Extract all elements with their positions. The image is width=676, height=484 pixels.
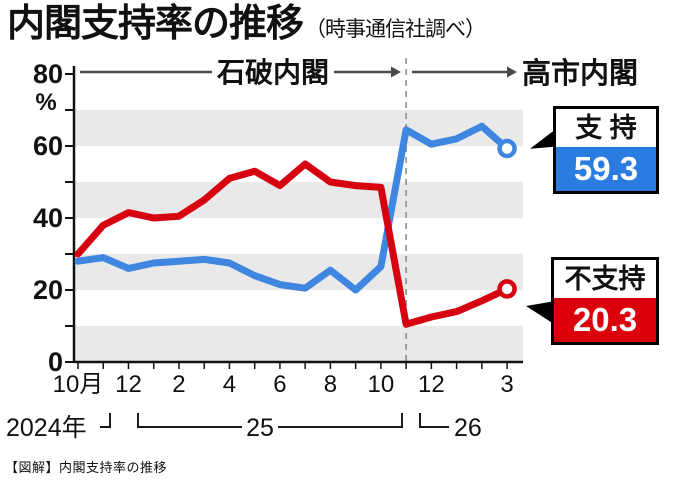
- support-label: 支 持: [556, 109, 656, 147]
- svg-text:12: 12: [418, 371, 445, 398]
- page-title: 内閣支持率の推移: [7, 3, 304, 45]
- svg-text:60: 60: [33, 131, 63, 161]
- svg-text:80: 80: [33, 59, 63, 89]
- support-endpoint-marker: [497, 138, 517, 159]
- svg-text:10月: 10月: [53, 371, 104, 398]
- opposition-value: 20.3: [554, 298, 656, 342]
- opposition-line: [74, 160, 517, 328]
- year-brackets: 2024年 25 26: [6, 413, 482, 442]
- y-axis: 80 60 40 20 0%: [33, 59, 76, 377]
- svg-text:3: 3: [500, 371, 513, 398]
- chart-header: 内閣支持率の推移 （時事通信社調べ）: [7, 2, 486, 48]
- callout-opposition: 不支持 20.3: [526, 257, 659, 345]
- support-value: 59.3: [556, 147, 656, 191]
- era-label-ishiba: 石破内閣: [216, 57, 329, 88]
- year-label-26: 26: [454, 414, 482, 442]
- svg-text:40: 40: [33, 203, 63, 233]
- era-label-takaichi: 高市内閣: [522, 56, 638, 90]
- x-axis: 10月 12 2 4 6 8 10 12 3: [53, 360, 523, 398]
- svg-text:4: 4: [223, 371, 236, 398]
- page-subtitle: （時事通信社調べ）: [305, 18, 486, 41]
- svg-text:8: 8: [324, 371, 337, 398]
- callout-support: 支 持 59.3: [530, 106, 659, 194]
- svg-text:12: 12: [115, 371, 142, 398]
- era-arrows: 石破内閣 高市内閣: [80, 56, 638, 90]
- svg-text:2: 2: [172, 371, 185, 398]
- opposition-label: 不支持: [554, 260, 656, 298]
- opposition-endpoint-marker: [497, 279, 517, 299]
- year-label-25: 25: [246, 414, 274, 442]
- svg-text:20: 20: [33, 275, 63, 305]
- svg-text:0: 0: [48, 347, 63, 377]
- svg-text:10: 10: [368, 371, 395, 398]
- svg-text:6: 6: [273, 371, 286, 398]
- figure-caption: 【図解】内閣支持率の推移: [5, 460, 168, 475]
- year-label-2024: 2024年: [6, 414, 87, 442]
- grid-bands: [74, 110, 523, 362]
- support-line: [74, 122, 517, 294]
- svg-text:%: %: [35, 89, 56, 116]
